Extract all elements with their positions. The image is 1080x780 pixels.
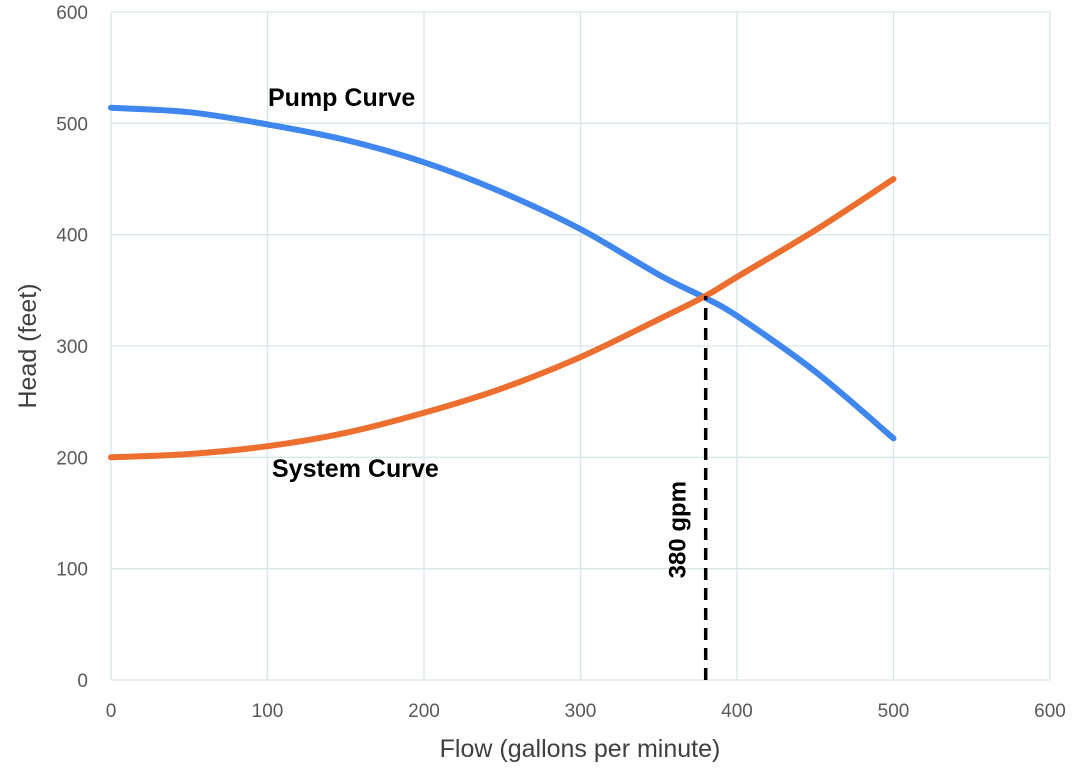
x-tick-label: 200 xyxy=(408,701,440,722)
x-axis-ticks: 0 100 200 300 400 500 600 xyxy=(106,701,1066,722)
series-group xyxy=(108,104,897,461)
y-axis-title: Head (feet) xyxy=(14,283,42,408)
x-tick-label: 300 xyxy=(565,701,597,722)
y-tick-label: 400 xyxy=(56,226,88,247)
x-tick-label: 600 xyxy=(1034,701,1066,722)
y-tick-label: 500 xyxy=(56,114,88,135)
pump-curve-label: Pump Curve xyxy=(268,84,415,112)
y-tick-label: 600 xyxy=(56,3,88,24)
flow-annotation-label: 380 gpm xyxy=(665,481,692,578)
pump-curve-line xyxy=(108,104,897,442)
x-axis-title: Flow (gallons per minute) xyxy=(440,735,721,763)
x-tick-label: 500 xyxy=(878,701,910,722)
y-axis-ticks: 0 100 200 300 400 500 600 xyxy=(56,3,88,692)
system-curve-line xyxy=(108,176,897,461)
y-tick-label: 100 xyxy=(56,560,88,581)
y-tick-label: 300 xyxy=(56,337,88,358)
y-tick-label: 200 xyxy=(56,448,88,469)
system-curve-label: System Curve xyxy=(272,455,439,483)
x-tick-label: 100 xyxy=(252,701,284,722)
y-tick-label: 0 xyxy=(77,671,88,692)
x-tick-label: 400 xyxy=(721,701,753,722)
grid-lines xyxy=(110,11,1051,681)
x-tick-label: 0 xyxy=(106,701,117,722)
